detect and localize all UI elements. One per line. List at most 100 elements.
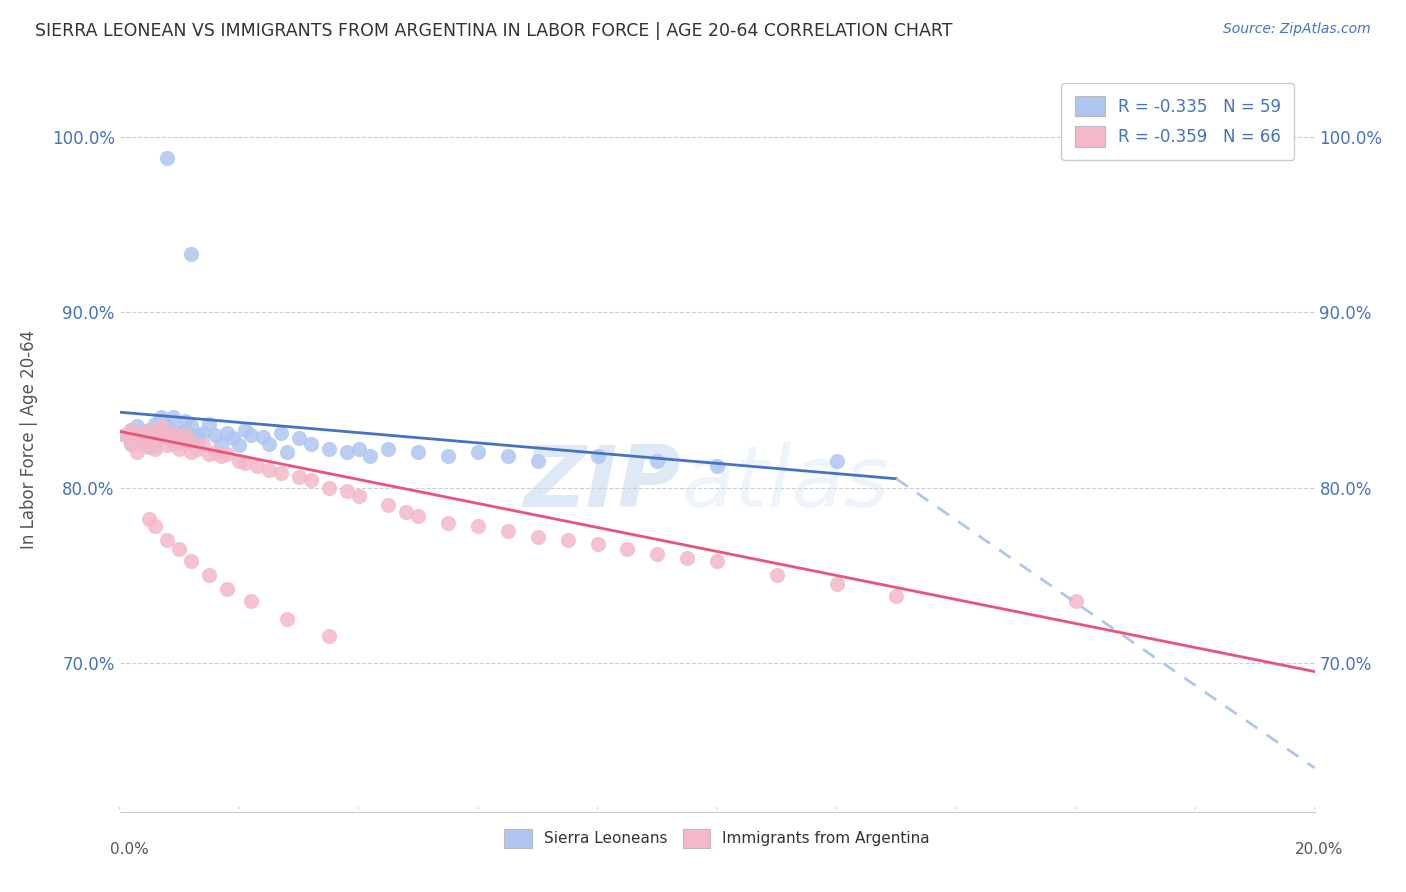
Point xyxy=(121,423,143,437)
Point xyxy=(138,423,160,437)
Point xyxy=(145,417,166,432)
Point xyxy=(647,547,669,561)
Point xyxy=(209,436,232,450)
Point xyxy=(162,436,184,450)
Point xyxy=(186,436,208,450)
Point xyxy=(217,447,239,461)
Point xyxy=(145,428,166,442)
Point xyxy=(186,442,208,456)
Text: Source: ZipAtlas.com: Source: ZipAtlas.com xyxy=(1223,22,1371,37)
Point xyxy=(138,425,160,439)
Point xyxy=(825,577,848,591)
Point xyxy=(647,454,669,468)
Point xyxy=(209,449,232,463)
Point xyxy=(132,434,155,449)
Point xyxy=(318,442,340,456)
Point xyxy=(377,442,399,456)
Point xyxy=(360,449,382,463)
Point xyxy=(156,432,179,446)
Point xyxy=(233,456,256,470)
Point xyxy=(121,436,143,450)
Point xyxy=(138,432,160,446)
Point xyxy=(228,454,250,468)
Point xyxy=(198,568,221,582)
Point xyxy=(132,426,155,441)
Point xyxy=(257,463,280,477)
Point xyxy=(174,414,197,428)
Point xyxy=(408,508,430,523)
Point xyxy=(336,445,357,459)
Point xyxy=(180,554,202,568)
Point xyxy=(217,582,239,596)
Point xyxy=(586,449,609,463)
Point xyxy=(169,541,191,556)
Point xyxy=(169,426,191,441)
Point xyxy=(347,442,370,456)
Point xyxy=(145,432,166,446)
Point xyxy=(496,524,519,539)
Point xyxy=(395,505,418,519)
Point xyxy=(270,467,292,481)
Point xyxy=(169,442,191,456)
Point xyxy=(336,483,357,498)
Point xyxy=(706,459,728,474)
Point xyxy=(825,454,848,468)
Point xyxy=(186,428,208,442)
Point xyxy=(174,423,197,437)
Point xyxy=(174,436,197,450)
Point xyxy=(288,432,311,446)
Point xyxy=(156,438,179,452)
Point xyxy=(239,594,263,608)
Point xyxy=(270,426,292,441)
Point xyxy=(288,470,311,484)
Point xyxy=(162,426,184,441)
Text: 20.0%: 20.0% xyxy=(1295,842,1343,856)
Point xyxy=(156,419,179,434)
Point xyxy=(150,430,173,444)
Point xyxy=(145,442,166,456)
Point xyxy=(114,428,136,442)
Text: atlas: atlas xyxy=(682,442,889,525)
Point xyxy=(180,434,202,449)
Point xyxy=(127,432,149,446)
Point xyxy=(886,589,908,603)
Point xyxy=(156,428,179,442)
Point xyxy=(204,445,226,459)
Point xyxy=(191,438,215,452)
Point xyxy=(496,449,519,463)
Point xyxy=(217,426,239,441)
Point xyxy=(318,481,340,495)
Point xyxy=(246,459,269,474)
Point xyxy=(150,410,173,425)
Text: 0.0%: 0.0% xyxy=(110,842,149,856)
Legend: Sierra Leoneans, Immigrants from Argentina: Sierra Leoneans, Immigrants from Argenti… xyxy=(492,817,942,860)
Point xyxy=(766,568,789,582)
Point xyxy=(347,489,370,503)
Point xyxy=(318,630,340,644)
Point xyxy=(1064,594,1087,608)
Point xyxy=(121,436,143,450)
Y-axis label: In Labor Force | Age 20-64: In Labor Force | Age 20-64 xyxy=(20,330,38,549)
Point xyxy=(299,436,322,450)
Point xyxy=(257,436,280,450)
Point xyxy=(138,512,160,526)
Point xyxy=(121,423,143,437)
Point xyxy=(222,432,245,446)
Point xyxy=(180,445,202,459)
Point xyxy=(437,449,460,463)
Point xyxy=(198,447,221,461)
Point xyxy=(127,445,149,459)
Point xyxy=(162,410,184,425)
Point xyxy=(586,536,609,550)
Point xyxy=(127,419,149,434)
Point xyxy=(138,440,160,454)
Point xyxy=(467,519,489,533)
Point xyxy=(276,445,298,459)
Point xyxy=(127,432,149,446)
Point xyxy=(156,533,179,547)
Point xyxy=(557,533,579,547)
Point xyxy=(156,151,179,165)
Point xyxy=(150,421,173,435)
Point xyxy=(616,541,638,556)
Point xyxy=(233,423,256,437)
